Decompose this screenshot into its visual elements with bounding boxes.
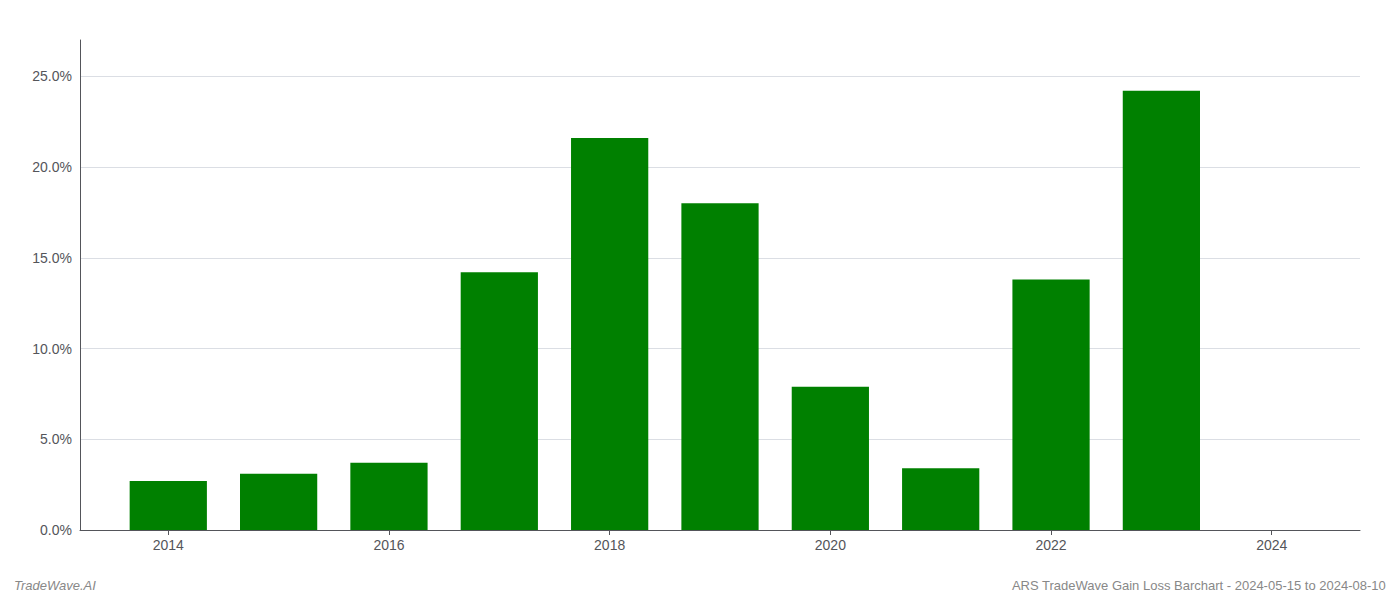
svg-text:25.0%: 25.0% <box>32 68 72 84</box>
svg-text:2016: 2016 <box>373 537 404 553</box>
svg-text:2024: 2024 <box>1256 537 1287 553</box>
svg-text:TradeWave.AI: TradeWave.AI <box>14 578 96 593</box>
svg-text:2022: 2022 <box>1035 537 1066 553</box>
svg-text:2020: 2020 <box>815 537 846 553</box>
svg-text:0.0%: 0.0% <box>40 522 72 538</box>
svg-text:2018: 2018 <box>594 537 625 553</box>
svg-text:15.0%: 15.0% <box>32 250 72 266</box>
svg-text:5.0%: 5.0% <box>40 431 72 447</box>
svg-text:10.0%: 10.0% <box>32 341 72 357</box>
svg-text:20.0%: 20.0% <box>32 159 72 175</box>
svg-text:2014: 2014 <box>153 537 184 553</box>
svg-text:ARS TradeWave Gain Loss Barcha: ARS TradeWave Gain Loss Barchart - 2024-… <box>1012 578 1386 593</box>
